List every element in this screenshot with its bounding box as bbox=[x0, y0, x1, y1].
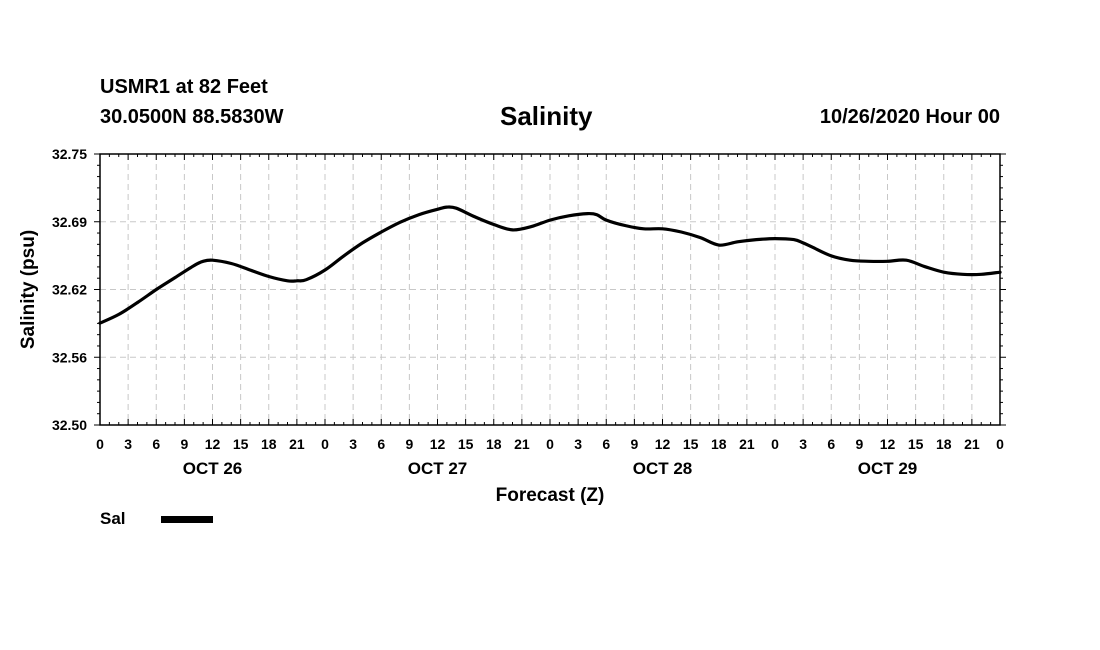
x-tick-label: 3 bbox=[799, 436, 807, 452]
x-tick-label: 0 bbox=[321, 436, 329, 452]
x-tick-label: 6 bbox=[152, 436, 160, 452]
y-tick-label: 32.69 bbox=[52, 214, 87, 230]
x-tick-label: 6 bbox=[827, 436, 835, 452]
x-tick-label: 12 bbox=[205, 436, 221, 452]
y-axis-tick-labels: 32.75 32.69 32.62 32.56 32.50 bbox=[52, 146, 87, 433]
x-tick-label: 15 bbox=[908, 436, 924, 452]
x-tick-label: 21 bbox=[514, 436, 530, 452]
station-label: USMR1 at 82 Feet bbox=[100, 76, 268, 98]
x-tick-label: 6 bbox=[602, 436, 610, 452]
x-tick-label: 6 bbox=[377, 436, 385, 452]
x-tick-label: 0 bbox=[546, 436, 554, 452]
day-labels: OCT 26 OCT 27 OCT 28 OCT 29 bbox=[183, 459, 918, 478]
legend-swatch bbox=[161, 516, 213, 523]
x-tick-label: 21 bbox=[964, 436, 980, 452]
x-tick-label: 3 bbox=[349, 436, 357, 452]
x-tick-label: 15 bbox=[683, 436, 699, 452]
y-axis-title: Salinity (psu) bbox=[18, 230, 39, 349]
y-tick-label: 32.62 bbox=[52, 282, 87, 298]
station-coordinates: 30.0500N 88.5830W bbox=[100, 106, 284, 128]
x-tick-label: 18 bbox=[936, 436, 952, 452]
day-label: OCT 28 bbox=[633, 459, 693, 478]
x-tick-label: 3 bbox=[574, 436, 582, 452]
day-label: OCT 29 bbox=[858, 459, 918, 478]
x-tick-label: 15 bbox=[458, 436, 474, 452]
legend-label: Sal bbox=[100, 509, 126, 528]
grid-lines bbox=[100, 154, 1000, 425]
x-axis-tick-labels: 0 3 6 9 12 15 18 21 0 3 6 9 12 15 18 21 0 3 6 9 12 15 18 21 0 3 6 9… bbox=[96, 436, 1004, 452]
y-tick-label: 32.56 bbox=[52, 349, 87, 365]
x-axis-title: Forecast (Z) bbox=[496, 485, 605, 506]
x-tick-label: 15 bbox=[233, 436, 249, 452]
x-tick-label: 0 bbox=[771, 436, 779, 452]
x-tick-label: 0 bbox=[996, 436, 1004, 452]
x-tick-label: 12 bbox=[880, 436, 896, 452]
x-tick-label: 3 bbox=[124, 436, 132, 452]
x-tick-label: 0 bbox=[96, 436, 104, 452]
chart-title: Salinity bbox=[500, 101, 593, 131]
plot-frame bbox=[99, 153, 1001, 426]
x-tick-label: 9 bbox=[405, 436, 413, 452]
y-tick-label: 32.75 bbox=[52, 146, 87, 162]
x-tick-label: 12 bbox=[655, 436, 671, 452]
day-label: OCT 26 bbox=[183, 459, 243, 478]
x-tick-label: 9 bbox=[855, 436, 863, 452]
x-tick-label: 12 bbox=[430, 436, 446, 452]
x-tick-label: 18 bbox=[486, 436, 502, 452]
x-tick-label: 21 bbox=[289, 436, 305, 452]
x-tick-label: 18 bbox=[711, 436, 727, 452]
x-tick-label: 21 bbox=[739, 436, 755, 452]
forecast-run-time: 10/26/2020 Hour 00 bbox=[819, 106, 1000, 128]
x-tick-label: 18 bbox=[261, 436, 277, 452]
y-tick-label: 32.50 bbox=[52, 417, 87, 433]
salinity-series-line bbox=[98, 205, 1002, 325]
day-label: OCT 27 bbox=[408, 459, 468, 478]
x-tick-label: 9 bbox=[630, 436, 638, 452]
x-tick-label: 9 bbox=[180, 436, 188, 452]
